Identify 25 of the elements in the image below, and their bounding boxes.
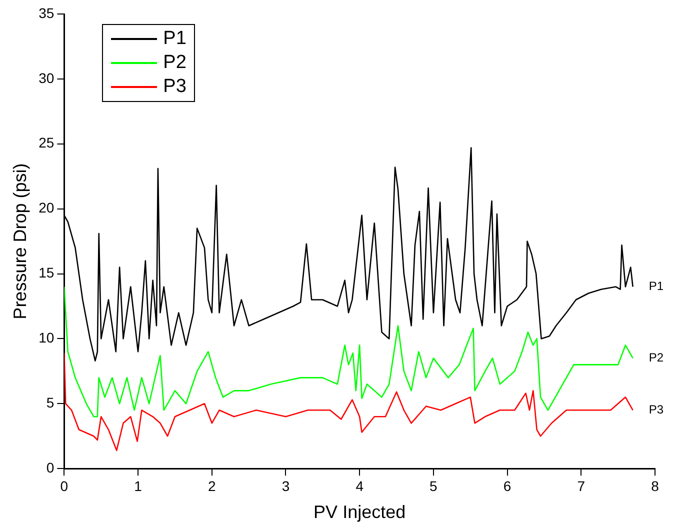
y-tick-label: 25: [38, 134, 54, 151]
x-tick-label: 8: [651, 478, 660, 494]
annotation: P3: [648, 402, 664, 416]
y-tick-label: 5: [46, 394, 54, 411]
y-tick-label: 0: [46, 459, 54, 476]
y-tick-label: 35: [38, 4, 54, 21]
x-tick-label: 7: [577, 478, 586, 494]
y-tick-label: 15: [38, 264, 54, 281]
x-tick-label: 5: [430, 478, 438, 494]
y-tick-label: 30: [38, 70, 54, 86]
x-tick-label: 2: [208, 478, 216, 494]
legend-label: P1: [163, 27, 186, 51]
x-tick-label: 0: [60, 478, 68, 494]
x-axis-title: PV Injected: [314, 502, 406, 522]
x-tick-label: 6: [503, 478, 512, 494]
legend-label: P2: [163, 51, 186, 75]
y-tick-label: 10: [38, 330, 54, 346]
legend-label: P3: [163, 75, 186, 99]
x-tick-label: 4: [356, 478, 364, 494]
x-tick-label: 1: [134, 478, 142, 494]
y-axis-title: Pressure Drop (psi): [10, 163, 30, 320]
annotation: P2: [648, 350, 664, 365]
y-tick-label: 20: [38, 200, 54, 216]
x-tick-label: 3: [282, 478, 290, 494]
annotation: P1: [648, 279, 664, 294]
